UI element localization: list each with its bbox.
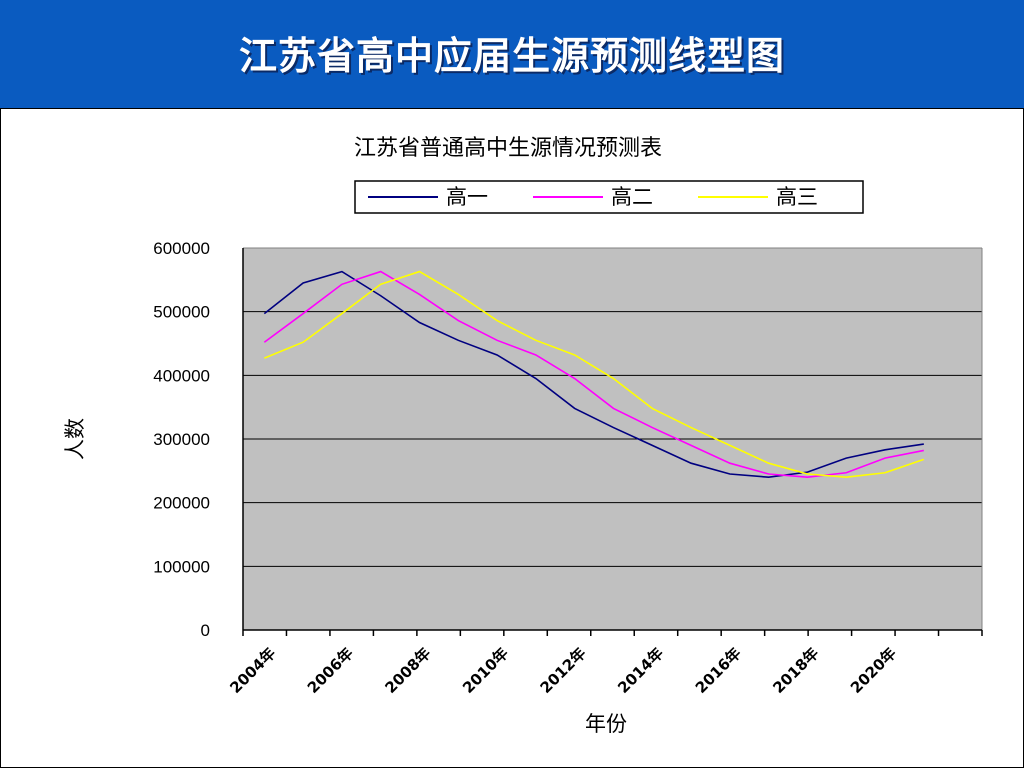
legend-label: 高二 — [611, 185, 653, 209]
x-tick-label: 2018年 — [769, 644, 822, 697]
series-line-3 — [264, 270, 925, 479]
x-tick-label: 2008年 — [381, 644, 434, 697]
y-tick-label: 0 — [201, 621, 210, 640]
x-tick-label: 2006年 — [304, 644, 357, 697]
legend-box — [354, 180, 864, 214]
y-tick-label: 400000 — [153, 366, 210, 385]
series-lines — [263, 270, 925, 479]
y-tick-label: 500000 — [153, 303, 210, 322]
y-tick-label: 300000 — [153, 430, 210, 449]
series-line-2 — [263, 270, 924, 479]
y-axis-ticks: 0 100000 200000 300000 400000 500000 600000 — [153, 239, 210, 640]
slide-header: 江苏省高中应届生源预测线型图 — [0, 0, 1024, 108]
gridlines — [242, 247, 983, 630]
chart-title: 江苏省普通高中生源情况预测表 — [354, 136, 662, 161]
x-tick-label: 2016年 — [692, 644, 745, 697]
x-tick-label: 2010年 — [459, 644, 512, 697]
y-axis-label: 人数 — [63, 418, 87, 460]
x-axis-label: 年份 — [585, 712, 627, 736]
slide-title: 江苏省高中应届生源预测线型图 — [238, 34, 785, 78]
x-tick-label: 2020年 — [847, 644, 900, 697]
legend-label: 高三 — [776, 185, 818, 209]
series-line-1 — [263, 270, 924, 479]
x-tick-label: 2012年 — [537, 644, 590, 697]
y-tick-label: 200000 — [153, 494, 210, 513]
x-tick-label: 2004年 — [226, 644, 279, 697]
legend: 高一 高二 高三 — [354, 180, 864, 214]
x-axis: 2004年 2006年 2008年 2010年 2012年 2014年 2016年 2018年… — [226, 629, 983, 697]
y-tick-label: 100000 — [153, 557, 210, 576]
x-tick-label: 2014年 — [614, 644, 667, 697]
y-tick-label: 600000 — [153, 239, 210, 258]
legend-label: 高一 — [446, 185, 488, 209]
